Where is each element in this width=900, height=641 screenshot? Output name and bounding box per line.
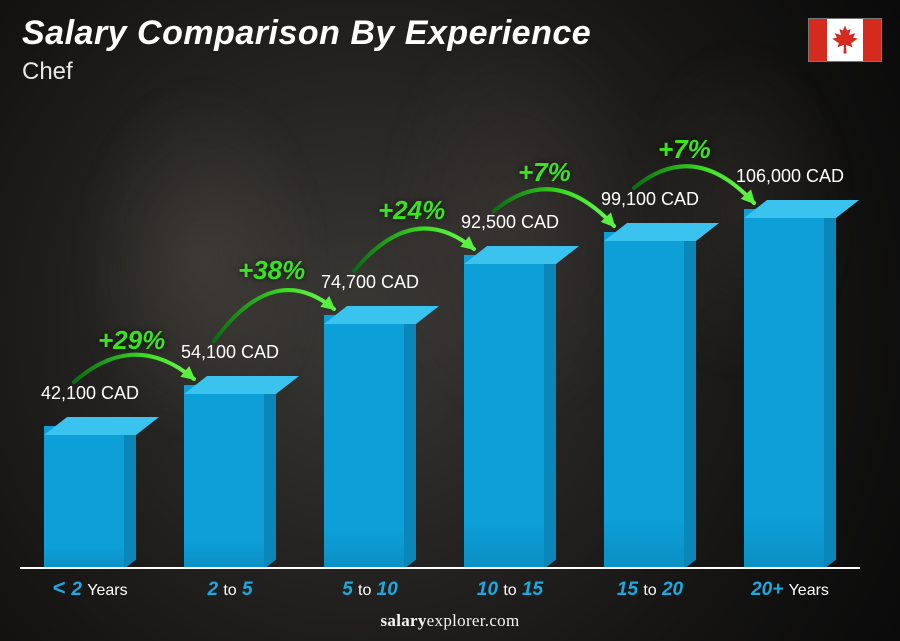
delta-arc: +7% <box>604 132 794 233</box>
bar-3d <box>184 385 276 569</box>
bar-side <box>544 246 556 569</box>
x-axis-category: 20+ Years <box>720 579 860 601</box>
delta-label: +7% <box>658 134 711 165</box>
bar-side <box>824 200 836 569</box>
footer-brand-bold: salary <box>380 611 426 630</box>
delta-label: +24% <box>378 195 445 226</box>
flag-stripe-right <box>863 19 881 61</box>
delta-label: +38% <box>238 255 305 286</box>
bar <box>450 255 570 569</box>
bar-side <box>124 417 136 569</box>
x-axis-category: < 2 Years <box>20 575 160 601</box>
canada-flag-icon <box>808 18 882 62</box>
maple-leaf-icon <box>832 25 858 53</box>
chart-title: Salary Comparison By Experience <box>22 14 591 53</box>
footer-brand-rest: explorer.com <box>427 611 520 630</box>
bar-3d <box>744 209 836 569</box>
x-axis-category: 5 to 10 <box>300 579 440 601</box>
x-axis-category: 15 to 20 <box>580 579 720 601</box>
bar-side <box>264 376 276 569</box>
chart-subtitle: Chef <box>22 58 73 86</box>
bar <box>590 232 710 569</box>
x-axis-baseline <box>20 567 860 569</box>
bar <box>170 385 290 569</box>
bar-3d <box>464 255 556 569</box>
bar-front <box>744 209 824 569</box>
delta-label: +29% <box>98 325 165 356</box>
bar-top <box>44 417 159 435</box>
flag-stripe-center <box>827 19 863 61</box>
bar-front <box>44 426 124 569</box>
bar-3d <box>44 426 136 569</box>
x-axis-category: 10 to 15 <box>440 579 580 601</box>
footer-brand: salaryexplorer.com <box>0 611 900 631</box>
x-axis-category: 2 to 5 <box>160 579 300 601</box>
delta-label: +7% <box>518 157 571 188</box>
bar <box>730 209 850 569</box>
bar-front <box>184 385 264 569</box>
bar-front <box>604 232 684 569</box>
chart-stage: Salary Comparison By Experience Chef Ave… <box>0 0 900 641</box>
bar-side <box>404 306 416 569</box>
flag-stripe-left <box>809 19 827 61</box>
bar-front <box>464 255 544 569</box>
bar-side <box>684 223 696 569</box>
bar <box>30 426 150 569</box>
bar-3d <box>604 232 696 569</box>
